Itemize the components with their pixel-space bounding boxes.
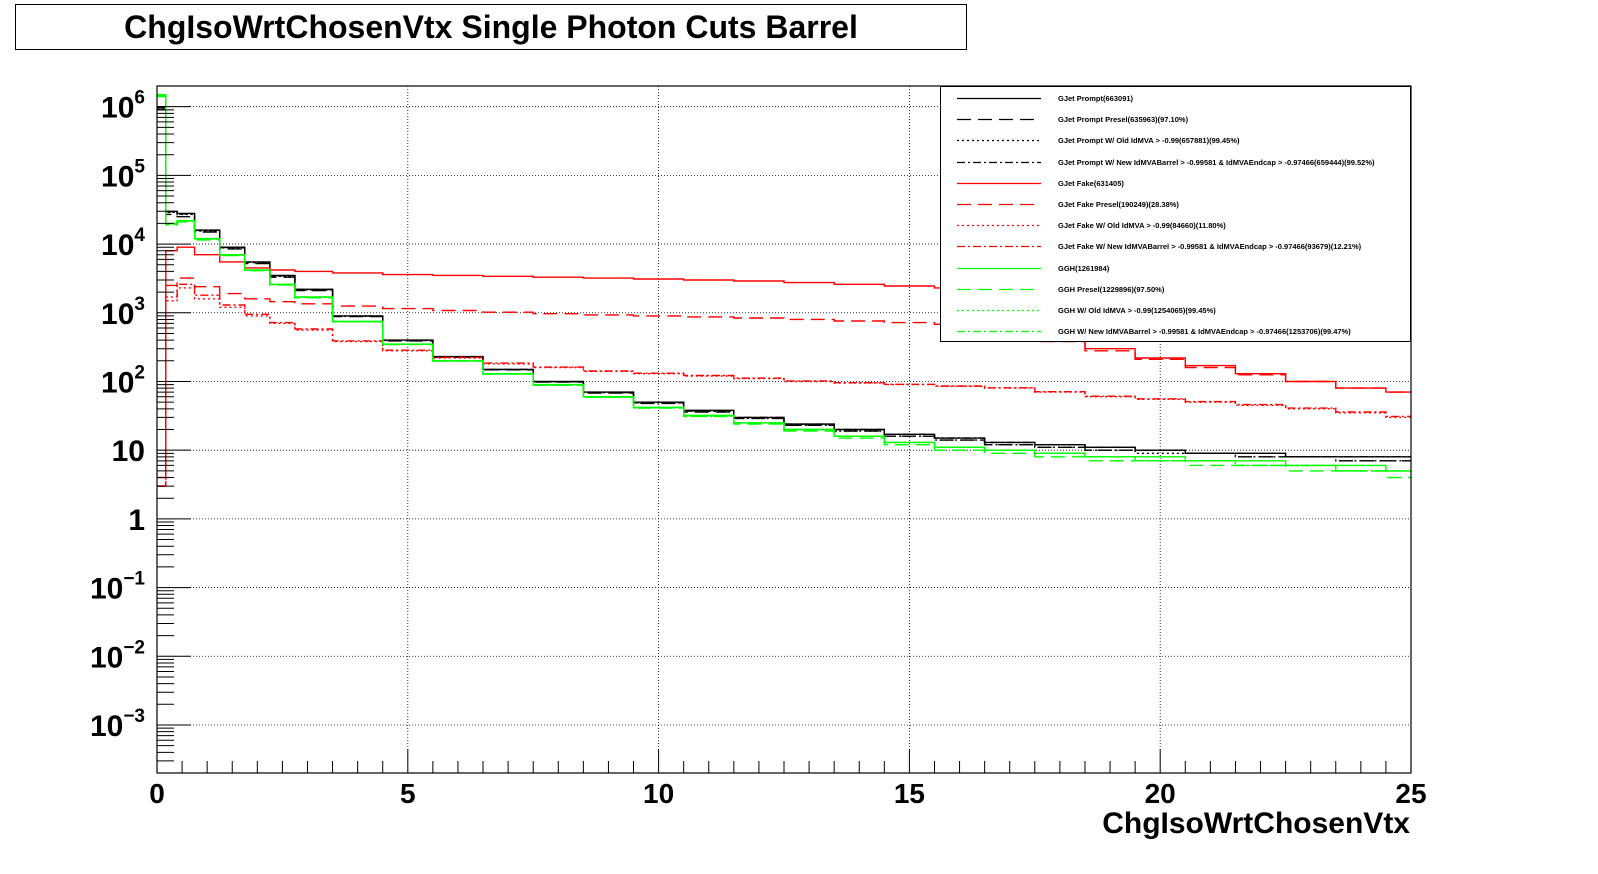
legend-label-1: GJet Prompt Presel(635963)(97.10%) (1058, 115, 1189, 125)
legend-entry-1: GJet Prompt Presel(635963)(97.10%) (941, 109, 1410, 130)
legend-label-4: GJet Fake(631405) (1058, 178, 1124, 188)
legend-entry-11: GGH W/ New IdMVABarrel > -0.99581 & IdMV… (941, 321, 1410, 342)
legend-swatch-11 (957, 331, 1041, 333)
legend-swatch-9 (957, 288, 1041, 290)
legend-label-9: GGH Presel(1229896)(97.50%) (1058, 284, 1165, 294)
legend-entry-3: GJet Prompt W/ New IdMVABarrel > -0.9958… (941, 152, 1410, 173)
legend-entry-2: GJet Prompt W/ Old IdMVA > -0.99(657881)… (941, 130, 1410, 151)
legend-entry-8: GGH(1261984) (941, 258, 1410, 279)
series-line-10 (157, 94, 1411, 472)
legend-entry-5: GJet Fake Presel(190249)(28.38%) (941, 194, 1410, 215)
y-tick-label-5: 10 (112, 435, 145, 468)
legend-entry-4: GJet Fake(631405) (941, 173, 1410, 194)
legend-entry-7: GJet Fake W/ New IdMVABarrel > -0.99581 … (941, 236, 1410, 257)
x-tick-label-3: 15 (894, 778, 925, 809)
x-tick-label-5: 25 (1395, 778, 1426, 809)
y-tick-label-9: 10−3 (90, 706, 145, 743)
legend-label-3: GJet Prompt W/ New IdMVABarrel > -0.9958… (1058, 157, 1375, 167)
legend-swatch-1 (957, 119, 1041, 121)
legend-label-8: GGH(1261984) (1058, 263, 1110, 273)
legend-label-6: GJet Fake W/ Old IdMVA > -0.99(84660)(11… (1058, 221, 1226, 231)
legend-swatch-8 (957, 267, 1041, 269)
y-tick-label-2: 104 (101, 225, 145, 262)
legend-entry-9: GGH Presel(1229896)(97.50%) (941, 279, 1410, 300)
legend-label-2: GJet Prompt W/ Old IdMVA > -0.99(657881)… (1058, 136, 1240, 146)
x-tick-label-1: 5 (400, 778, 416, 809)
legend-swatch-10 (957, 309, 1041, 312)
legend-label-11: GGH W/ New IdMVABarrel > -0.99581 & IdMV… (1058, 327, 1351, 337)
legend-swatch-2 (957, 140, 1041, 142)
x-axis: 0 5 10 15 20 25 (149, 749, 1427, 809)
legend: GJet Prompt(663091) GJet Prompt Presel(63… (940, 86, 1411, 342)
y-tick-label-3: 103 (101, 294, 145, 331)
y-tick-label-6: 1 (128, 504, 145, 537)
legend-entry-6: GJet Fake W/ Old IdMVA > -0.99(84660)(11… (941, 215, 1410, 236)
legend-swatch-5 (957, 203, 1041, 206)
legend-swatch-7 (957, 246, 1041, 248)
series-line-11 (157, 94, 1411, 472)
series-line-5 (157, 277, 1411, 487)
y-tick-label-8: 10−2 (90, 637, 145, 674)
x-tick-label-2: 10 (643, 778, 674, 809)
legend-swatch-0 (957, 97, 1041, 100)
y-tick-label-1: 105 (101, 156, 145, 193)
chart-title: ChgIsoWrtChosenVtx Single Photon Cuts Ba… (15, 4, 967, 50)
series-layer (157, 93, 1411, 487)
legend-swatch-3 (957, 161, 1041, 163)
legend-swatch-4 (957, 182, 1041, 184)
legend-label-7: GJet Fake W/ New IdMVABarrel > -0.99581 … (1058, 242, 1362, 252)
y-tick-label-4: 102 (101, 362, 145, 399)
series-line-1 (157, 109, 1411, 462)
legend-entry-0: GJet Prompt(663091) (941, 88, 1410, 109)
legend-label-5: GJet Fake Presel(190249)(28.38%) (1058, 200, 1179, 209)
x-tick-label-4: 20 (1145, 778, 1176, 809)
y-tick-label-0: 106 (101, 88, 145, 125)
legend-label-10: GGH W/ Old IdMVA > -0.99(1254065)(99.45%… (1058, 306, 1216, 315)
legend-label-0: GJet Prompt(663091) (1058, 94, 1134, 103)
series-line-7 (157, 283, 1411, 487)
legend-swatch-6 (957, 225, 1041, 227)
y-tick-label-7: 10−1 (90, 569, 145, 606)
x-axis-label: ChgIsoWrtChosenVtx (1102, 807, 1410, 840)
legend-entry-10: GGH W/ Old IdMVA > -0.99(1254065)(99.45%… (941, 300, 1410, 321)
x-tick-label-0: 0 (149, 778, 165, 809)
